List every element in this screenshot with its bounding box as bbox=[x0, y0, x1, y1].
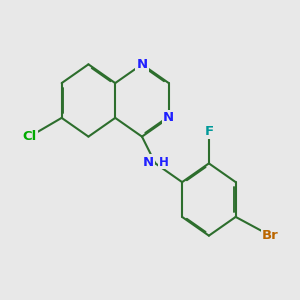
Text: N: N bbox=[136, 58, 148, 71]
Text: Br: Br bbox=[262, 229, 279, 242]
Text: N: N bbox=[163, 111, 174, 124]
Text: H: H bbox=[158, 155, 168, 169]
Text: Cl: Cl bbox=[22, 130, 37, 143]
Text: F: F bbox=[204, 125, 214, 138]
Text: N: N bbox=[143, 155, 154, 169]
